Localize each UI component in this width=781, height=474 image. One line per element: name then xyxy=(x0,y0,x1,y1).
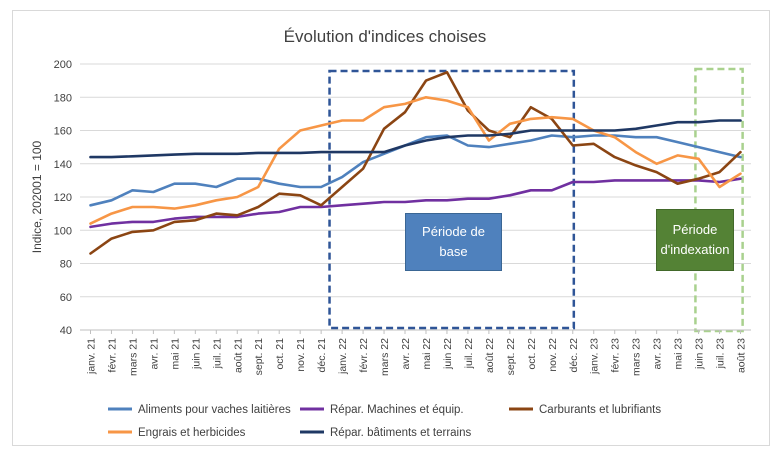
x-tick-label: nov. 22 xyxy=(547,338,559,372)
chart-frame xyxy=(12,10,770,446)
x-tick-label: sept. 22 xyxy=(505,338,517,376)
y-tick-label: 160 xyxy=(54,126,72,138)
x-tick-label: févr. 22 xyxy=(358,338,370,373)
index-period-box xyxy=(694,67,744,333)
x-tick-label: déc. 21 xyxy=(316,338,328,373)
y-tick-label: 100 xyxy=(54,225,72,237)
x-tick-label: avr. 21 xyxy=(148,338,160,370)
x-tick-label: sept. 21 xyxy=(253,338,265,376)
x-tick-label: nov. 21 xyxy=(295,338,307,372)
y-tick-label: 60 xyxy=(60,292,72,304)
x-tick-label: août 22 xyxy=(484,338,496,373)
x-tick-label: mai 23 xyxy=(673,338,685,370)
legend-label: Carburants et lubrifiants xyxy=(539,404,661,416)
legend-label: Répar. bâtiments et terrains xyxy=(330,427,472,439)
x-tick-label: juil. 22 xyxy=(463,338,475,370)
y-tick-label: 180 xyxy=(54,92,72,104)
base-period-label: Période de base xyxy=(405,213,502,271)
x-tick-label: avr. 23 xyxy=(652,338,664,370)
x-tick-label: juin 22 xyxy=(442,338,454,370)
x-tick-label: janv. 21 xyxy=(85,338,97,375)
x-tick-label: mai 22 xyxy=(421,338,433,370)
legend-label: Aliments pour vaches laitières xyxy=(138,404,291,416)
series-line-1 xyxy=(89,134,742,207)
x-tick-label: janv. 22 xyxy=(337,338,349,375)
x-tick-label: févr. 21 xyxy=(106,338,118,373)
x-tick-label: oct. 22 xyxy=(526,338,538,370)
series-line-3 xyxy=(89,71,742,255)
x-tick-label: août 21 xyxy=(232,338,244,373)
chart-title: Évolution d'indices choises xyxy=(284,27,487,46)
y-axis-label: Indice, 202001 = 100 xyxy=(30,140,44,253)
x-tick-label: juin 23 xyxy=(694,338,706,370)
x-tick-label: juil. 21 xyxy=(211,338,223,370)
x-tick-label: juin 21 xyxy=(190,338,202,370)
x-tick-label: avr. 22 xyxy=(400,338,412,370)
x-tick-label: mai 21 xyxy=(169,338,181,370)
x-tick-label: déc. 22 xyxy=(568,338,580,373)
y-tick-label: 120 xyxy=(54,192,72,204)
x-tick-label: mars 22 xyxy=(379,338,391,376)
y-tick-label: 140 xyxy=(54,159,72,171)
x-tick-label: oct. 21 xyxy=(274,338,286,370)
index-period-label: Période d'indexation xyxy=(656,209,734,271)
series-line-5 xyxy=(89,119,742,159)
legend-label: Répar. Machines et équip. xyxy=(330,404,464,416)
x-tick-label: janv. 23 xyxy=(589,338,601,375)
series-line-4 xyxy=(89,96,742,225)
x-tick-label: févr. 23 xyxy=(610,338,622,373)
y-tick-label: 80 xyxy=(60,259,72,271)
y-tick-label: 40 xyxy=(60,325,72,337)
x-tick-label: mars 23 xyxy=(631,338,643,376)
x-tick-label: août 23 xyxy=(736,338,748,373)
x-tick-label: mars 21 xyxy=(127,338,139,376)
x-tick-label: juil. 23 xyxy=(715,338,727,370)
series-line-2 xyxy=(89,177,742,229)
y-tick-label: 200 xyxy=(54,59,72,71)
legend-label: Engrais et herbicides xyxy=(138,427,246,439)
